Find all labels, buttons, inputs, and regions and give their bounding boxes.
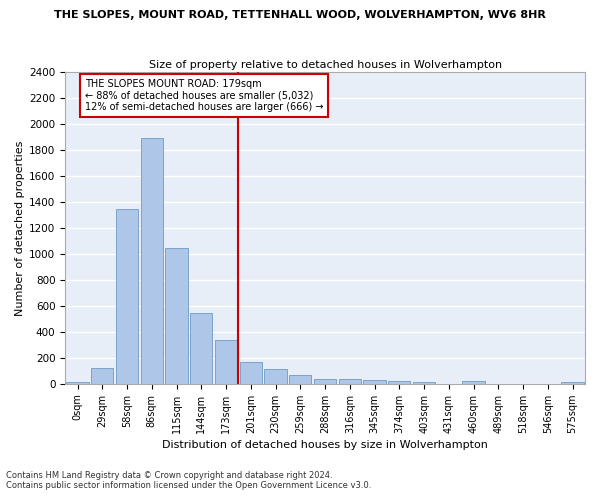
Bar [388, 380, 410, 384]
Bar [289, 376, 311, 384]
Bar [562, 382, 584, 384]
Bar [67, 382, 89, 384]
Text: THE SLOPES MOUNT ROAD: 179sqm
← 88% of detached houses are smaller (5,032)
12% o: THE SLOPES MOUNT ROAD: 179sqm ← 88% of d… [85, 78, 323, 112]
Y-axis label: Number of detached properties: Number of detached properties [15, 140, 25, 316]
Text: THE SLOPES, MOUNT ROAD, TETTENHALL WOOD, WOLVERHAMPTON, WV6 8HR: THE SLOPES, MOUNT ROAD, TETTENHALL WOOD,… [54, 10, 546, 20]
Bar [140, 138, 163, 384]
Title: Size of property relative to detached houses in Wolverhampton: Size of property relative to detached ho… [149, 60, 502, 70]
Bar [190, 313, 212, 384]
Bar [166, 248, 188, 384]
Bar [364, 380, 386, 384]
Bar [463, 381, 485, 384]
Bar [265, 369, 287, 384]
Bar [413, 382, 435, 384]
Bar [314, 378, 336, 384]
Text: Contains HM Land Registry data © Crown copyright and database right 2024.
Contai: Contains HM Land Registry data © Crown c… [6, 470, 371, 490]
Bar [239, 362, 262, 384]
X-axis label: Distribution of detached houses by size in Wolverhampton: Distribution of detached houses by size … [162, 440, 488, 450]
Bar [215, 340, 237, 384]
Bar [91, 368, 113, 384]
Bar [338, 380, 361, 384]
Bar [116, 209, 138, 384]
